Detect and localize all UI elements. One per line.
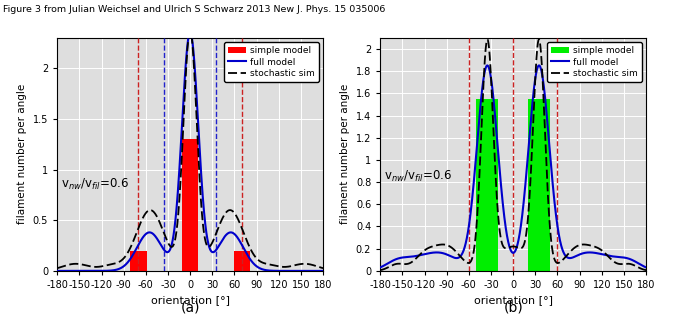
Text: (a): (a) [180,301,200,315]
Text: Figure 3 from Julian Weichsel and Ulrich S Schwarz 2013 New J. Phys. 15 035006: Figure 3 from Julian Weichsel and Ulrich… [3,5,386,14]
Legend: simple model, full model, stochastic sim: simple model, full model, stochastic sim [547,42,641,82]
Bar [234,251,250,271]
Bar [182,139,199,271]
Y-axis label: filament number per angle: filament number per angle [17,84,27,225]
Text: v$_{nw}$/v$_{fil}$=0.6: v$_{nw}$/v$_{fil}$=0.6 [61,177,129,192]
X-axis label: orientation [°]: orientation [°] [151,295,229,306]
X-axis label: orientation [°]: orientation [°] [474,295,553,306]
Bar [528,99,550,271]
Text: (b): (b) [503,301,523,315]
Text: v$_{nw}$/v$_{fil}$=0.6: v$_{nw}$/v$_{fil}$=0.6 [384,169,452,184]
Legend: simple model, full model, stochastic sim: simple model, full model, stochastic sim [224,42,318,82]
Bar [476,99,499,271]
Bar [131,251,147,271]
Y-axis label: filament number per angle: filament number per angle [341,84,350,225]
